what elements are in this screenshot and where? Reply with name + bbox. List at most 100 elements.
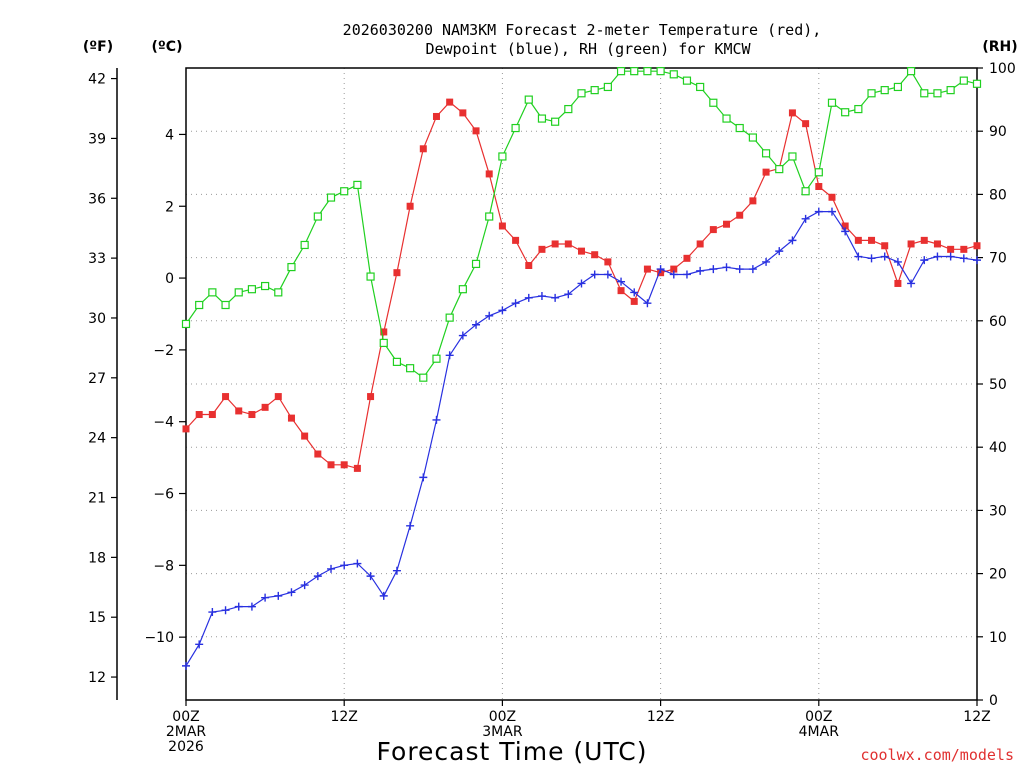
dewpoint-point — [379, 591, 388, 600]
dewpoint-point — [893, 257, 902, 266]
dewpoint-point — [274, 591, 283, 600]
dewpoint-point — [419, 473, 428, 482]
temperature-point — [195, 411, 203, 419]
temperature-point — [802, 120, 810, 128]
rh-point — [485, 212, 494, 221]
dewpoint-point — [801, 214, 810, 223]
fahrenheit-tick-label: 33 — [88, 251, 106, 267]
x-tick-label: 00Z — [172, 709, 199, 725]
x-tick-label: 2MAR — [166, 724, 207, 740]
dewpoint-point — [788, 236, 797, 245]
temperature-point — [788, 109, 796, 117]
rh-point — [445, 313, 454, 322]
dewpoint-point — [392, 566, 401, 575]
dewpoint-point — [656, 265, 665, 274]
rh-point — [551, 117, 560, 126]
rh-point — [419, 373, 428, 382]
temperature-point — [393, 269, 401, 277]
rh-point — [432, 354, 441, 363]
temperature-point — [894, 279, 902, 287]
rh-point — [788, 152, 797, 161]
fahrenheit-unit-label: (ºF) — [83, 39, 113, 55]
temperature-point — [762, 168, 770, 176]
temperature-point — [696, 240, 704, 248]
temperature-point — [380, 328, 388, 336]
rh-point — [498, 152, 507, 161]
celsius-tick-label: −2 — [153, 343, 174, 359]
temperature-point — [723, 220, 731, 228]
rh-point — [590, 86, 599, 95]
fahrenheit-tick-label: 15 — [88, 610, 106, 626]
dewpoint-point — [854, 252, 863, 261]
temperature-point — [670, 265, 678, 273]
temperature-point — [947, 245, 955, 253]
temperature-point — [235, 407, 243, 415]
rh-point — [287, 262, 296, 272]
celsius-tick-label: 0 — [165, 271, 174, 287]
celsius-tick-label: 4 — [165, 127, 174, 143]
dewpoint-point — [564, 290, 573, 299]
dewpoint-point — [630, 288, 639, 297]
rh-point — [603, 82, 612, 92]
celsius-tick-label: −10 — [144, 630, 174, 646]
rh-point — [867, 89, 876, 98]
dewpoint-point — [590, 270, 599, 279]
rh-point — [854, 104, 863, 114]
rh-point — [761, 149, 771, 158]
temperature-point — [604, 258, 612, 266]
rh-point — [827, 98, 837, 107]
dewpoint-point — [340, 561, 349, 570]
rh-point — [669, 70, 678, 79]
x-tick-label: 00Z — [489, 709, 516, 725]
rh-tick-label: 10 — [989, 630, 1007, 646]
dewpoint-point — [498, 306, 507, 315]
temperature-point — [301, 432, 309, 440]
temperature-point — [920, 236, 928, 244]
temperature-point — [854, 236, 862, 244]
dewpoint-point — [814, 207, 823, 216]
dewpoint-point — [959, 254, 968, 263]
rh-point — [234, 288, 243, 297]
temperature-point — [498, 222, 506, 230]
rh-point — [247, 285, 257, 294]
temperature-point — [815, 183, 823, 190]
dewpoint-point — [827, 207, 836, 216]
rh-point — [682, 76, 692, 85]
temperature-point — [459, 109, 467, 117]
rh-tick-label: 60 — [989, 314, 1007, 330]
rh-unit-label: (RH) — [982, 39, 1017, 55]
rh-point — [616, 67, 626, 76]
celsius-tick-label: −8 — [153, 558, 174, 574]
temperature-point — [538, 245, 546, 253]
temperature-point — [367, 393, 375, 401]
rh-point — [630, 67, 639, 76]
fahrenheit-tick-label: 21 — [88, 491, 106, 507]
temperature-point — [512, 236, 520, 244]
fahrenheit-tick-label: 27 — [88, 371, 106, 387]
dewpoint-point — [234, 602, 243, 611]
dewpoint-point — [432, 415, 441, 424]
temperature-point — [578, 247, 585, 255]
dewpoint-point — [445, 351, 454, 360]
rh-point — [906, 67, 916, 76]
rh-point — [458, 285, 467, 294]
dewpoint-point — [485, 311, 494, 320]
rh-point — [564, 104, 573, 114]
rh-point — [643, 67, 652, 76]
dewpoint-point — [946, 252, 955, 261]
temperature-point — [630, 297, 638, 305]
rh-point — [972, 79, 982, 88]
rh-tick-label: 70 — [989, 251, 1007, 267]
rh-point — [326, 193, 336, 202]
rh-point — [313, 212, 322, 221]
rh-tick-label: 80 — [989, 187, 1007, 203]
grid-lines — [186, 68, 977, 700]
dewpoint-point — [722, 263, 731, 272]
dewpoint-point — [669, 270, 678, 279]
dewpoint-point — [327, 564, 336, 573]
rh-point — [920, 89, 929, 98]
dewpoint-point — [366, 572, 375, 581]
rh-point — [471, 259, 481, 269]
dewpoint-point — [735, 265, 744, 274]
